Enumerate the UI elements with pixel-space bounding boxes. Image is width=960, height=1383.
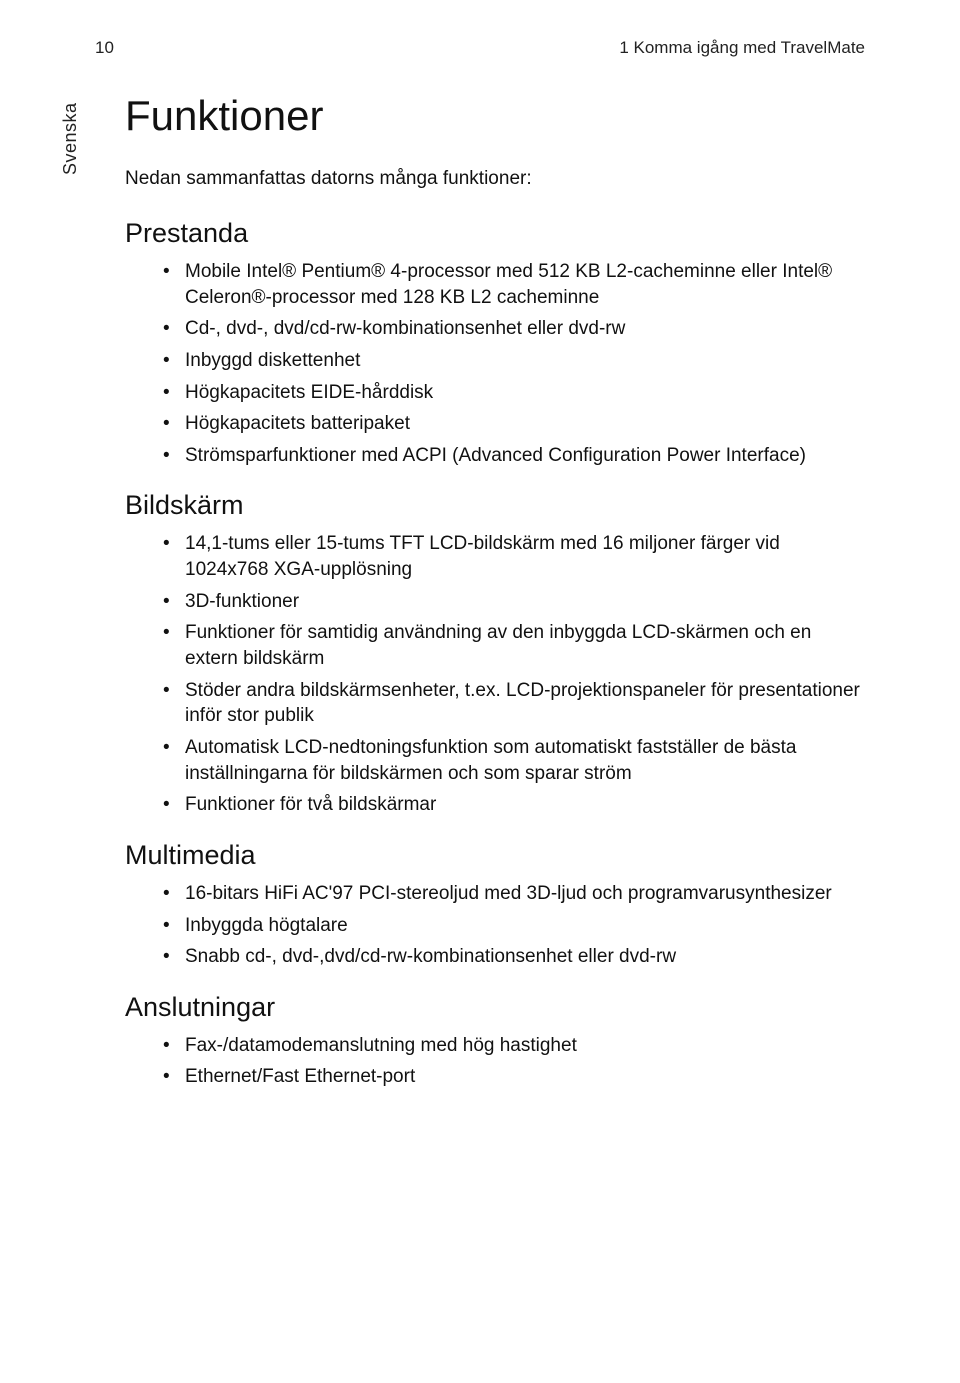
- page-header: 10 1 Komma igång med TravelMate: [95, 38, 865, 58]
- list-item: Automatisk LCD-nedtoningsfunktion som au…: [163, 735, 865, 786]
- list-item: Funktioner för två bildskärmar: [163, 792, 865, 818]
- list-item: Strömsparfunktioner med ACPI (Advanced C…: [163, 443, 865, 469]
- bullet-list-bildskarm: 14,1-tums eller 15-tums TFT LCD-bildskär…: [125, 531, 865, 817]
- page-content: 10 1 Komma igång med TravelMate Svenska …: [0, 0, 960, 1136]
- list-item: Stöder andra bildskärmsenheter, t.ex. LC…: [163, 678, 865, 729]
- page-title: Funktioner: [125, 92, 865, 140]
- section-heading-prestanda: Prestanda: [125, 218, 865, 249]
- list-item: Cd-, dvd-, dvd/cd-rw-kombinationsenhet e…: [163, 316, 865, 342]
- list-item: Inbyggd diskettenhet: [163, 348, 865, 374]
- bullet-list-multimedia: 16-bitars HiFi AC'97 PCI-stereoljud med …: [125, 881, 865, 970]
- intro-text: Nedan sammanfattas datorns många funktio…: [125, 168, 865, 190]
- list-item: 16-bitars HiFi AC'97 PCI-stereoljud med …: [163, 881, 865, 907]
- bullet-list-anslutningar: Fax-/datamodemanslutning med hög hastigh…: [125, 1033, 865, 1090]
- list-item: Ethernet/Fast Ethernet-port: [163, 1064, 865, 1090]
- section-heading-anslutningar: Anslutningar: [125, 992, 865, 1023]
- section-heading-multimedia: Multimedia: [125, 840, 865, 871]
- list-item: Högkapacitets batteripaket: [163, 411, 865, 437]
- chapter-title: 1 Komma igång med TravelMate: [619, 38, 865, 58]
- list-item: Fax-/datamodemanslutning med hög hastigh…: [163, 1033, 865, 1059]
- list-item: Mobile Intel® Pentium® 4-processor med 5…: [163, 259, 865, 310]
- language-tab: Svenska: [60, 102, 81, 175]
- list-item: Inbyggda högtalare: [163, 913, 865, 939]
- page-number: 10: [95, 38, 114, 58]
- list-item: Funktioner för samtidig användning av de…: [163, 620, 865, 671]
- list-item: Högkapacitets EIDE-hårddisk: [163, 380, 865, 406]
- bullet-list-prestanda: Mobile Intel® Pentium® 4-processor med 5…: [125, 259, 865, 468]
- section-heading-bildskarm: Bildskärm: [125, 490, 865, 521]
- list-item: 3D-funktioner: [163, 589, 865, 615]
- list-item: Snabb cd-, dvd-,dvd/cd-rw-kombinationsen…: [163, 944, 865, 970]
- list-item: 14,1-tums eller 15-tums TFT LCD-bildskär…: [163, 531, 865, 582]
